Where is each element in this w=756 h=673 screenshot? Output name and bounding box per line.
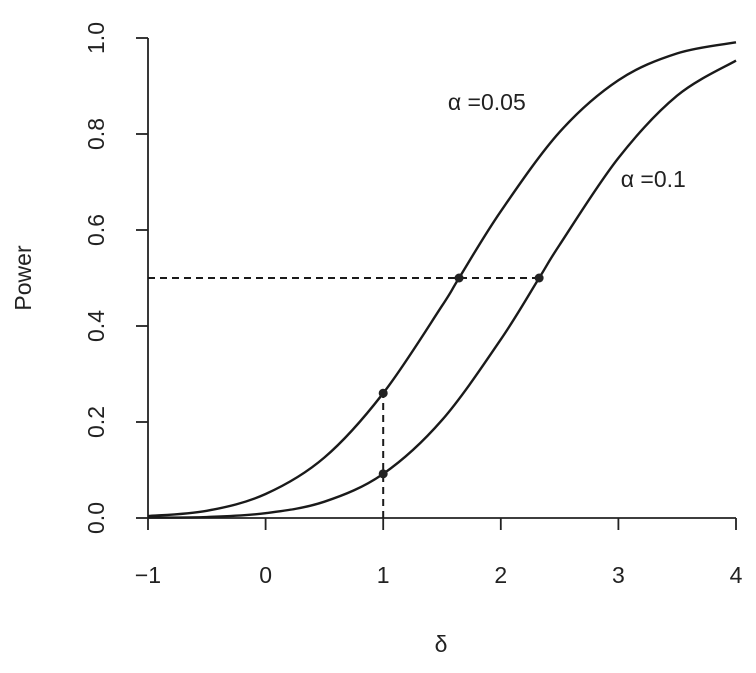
y-tick-label: 0.6 xyxy=(83,214,109,246)
x-tick-label: 3 xyxy=(612,562,625,588)
y-tick-label: 0.8 xyxy=(83,118,109,150)
x-axis-title: δ xyxy=(435,631,448,657)
x-tick-label: −1 xyxy=(135,562,161,588)
y-tick-label: 0.4 xyxy=(83,310,109,342)
reference-lines xyxy=(148,277,540,518)
y-tick-label: 0.2 xyxy=(83,406,109,438)
curve-label: α =0.05 xyxy=(448,89,526,115)
curve-label: α =0.1 xyxy=(621,166,686,192)
curve-labels: α =0.05 α =0.1 xyxy=(448,89,686,192)
x-tick-label: 1 xyxy=(377,562,390,588)
highlight-point xyxy=(378,469,388,479)
power-curves xyxy=(147,41,737,519)
y-tick-label: 0.0 xyxy=(83,502,109,534)
power-curve-series-1 xyxy=(147,41,737,518)
highlight-point xyxy=(454,273,464,283)
axes: −1 0 1 2 3 4 0.0 0.2 0.4 0.6 0.8 1.0 xyxy=(83,22,743,588)
y-axis-title: Power xyxy=(10,245,36,311)
highlighted-points xyxy=(378,273,544,479)
x-tick-label: 4 xyxy=(730,562,743,588)
highlight-point xyxy=(378,388,388,398)
power-curve-series-2 xyxy=(147,59,737,519)
y-tick-label: 1.0 xyxy=(83,22,109,54)
x-tick-label: 2 xyxy=(494,562,507,588)
x-tick-label: 0 xyxy=(259,562,272,588)
highlight-point xyxy=(534,273,544,283)
